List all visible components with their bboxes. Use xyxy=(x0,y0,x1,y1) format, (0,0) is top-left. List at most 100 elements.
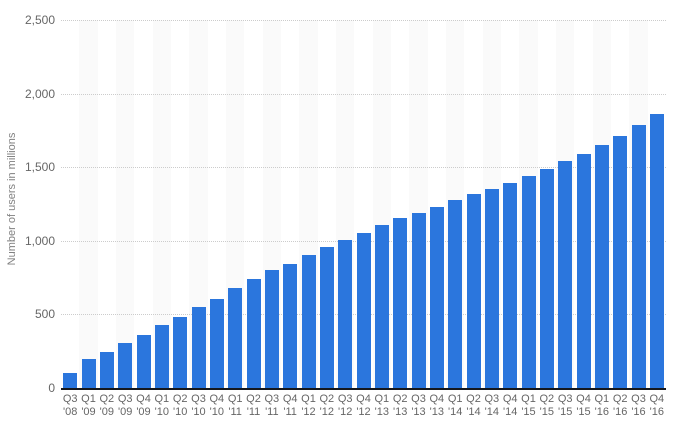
x-label-quarter: Q1 xyxy=(594,393,610,405)
x-axis-line xyxy=(61,388,666,390)
x-label-year: '14 xyxy=(502,406,518,418)
x-label-quarter: Q1 xyxy=(521,393,536,405)
chart-bar-Q2-10 xyxy=(173,317,188,388)
x-label-year: '09 xyxy=(117,406,133,418)
chart-bar-Q1-12 xyxy=(301,255,316,388)
x-axis-label-Q1-11: Q1'11 xyxy=(220,393,250,419)
chart-bar-Q3-13 xyxy=(411,212,426,388)
background-stripe xyxy=(79,20,98,388)
x-axis-label-Q3-09: Q3'09 xyxy=(110,393,140,419)
x-label-quarter: Q4 xyxy=(649,393,665,405)
x-label-quarter: Q4 xyxy=(429,393,445,405)
x-label-year: '14 xyxy=(484,406,499,418)
x-label-year: '13 xyxy=(429,406,444,418)
x-label-year: '10 xyxy=(209,406,224,418)
chart-bar-Q3-12 xyxy=(338,239,353,388)
background-stripe xyxy=(116,20,135,388)
x-label-year: '14 xyxy=(466,406,481,418)
chart-bar-Q1-10 xyxy=(154,324,169,388)
x-axis-label-Q2-14: Q2'14 xyxy=(459,393,489,419)
x-label-year: '11 xyxy=(265,406,279,418)
chart-bar-Q2-15 xyxy=(539,168,554,388)
y-tick-label-0: 0 xyxy=(48,381,55,395)
x-axis-label-Q2-12: Q2'12 xyxy=(312,393,342,419)
y-tick-label-2000: 2,000 xyxy=(24,86,55,101)
x-axis-label-Q2-16: Q2'16 xyxy=(605,393,635,419)
chart-bar-Q3-14 xyxy=(484,189,499,388)
chart-bar-Q2-16 xyxy=(613,136,628,388)
x-label-quarter: Q1 xyxy=(154,393,170,405)
x-label-year: '12 xyxy=(319,406,334,418)
x-label-quarter: Q3 xyxy=(411,393,426,405)
y-tick-label-1000: 1,000 xyxy=(24,233,55,248)
x-label-quarter: Q4 xyxy=(356,393,371,405)
background-stripe xyxy=(152,20,171,388)
x-axis-label-Q3-12: Q3'12 xyxy=(330,393,360,419)
x-label-year: '16 xyxy=(631,406,646,418)
x-label-quarter: Q2 xyxy=(539,393,555,405)
x-axis-label-Q4-09: Q4'09 xyxy=(129,393,159,419)
x-label-year: '11 xyxy=(228,406,242,418)
x-label-quarter: Q4 xyxy=(136,393,151,405)
x-label-year: '13 xyxy=(411,406,426,418)
x-label-quarter: Q2 xyxy=(246,393,261,405)
x-label-quarter: Q1 xyxy=(81,393,96,405)
x-label-year: '10 xyxy=(172,406,188,418)
x-label-year: '14 xyxy=(447,406,463,418)
x-label-quarter: Q1 xyxy=(374,393,390,405)
x-axis-label-Q2-11: Q2'11 xyxy=(239,393,269,419)
x-label-quarter: Q1 xyxy=(301,393,316,405)
x-axis-label-Q4-12: Q4'12 xyxy=(349,393,379,419)
chart-bar-Q4-11 xyxy=(283,263,298,388)
chart-bar-Q1-16 xyxy=(594,144,609,388)
x-axis-label-Q2-10: Q2'10 xyxy=(165,393,195,419)
x-label-year: '16 xyxy=(594,406,609,418)
x-label-quarter: Q3 xyxy=(484,393,500,405)
chart-bar-Q3-10 xyxy=(191,307,206,388)
x-axis-label-Q4-13: Q4'13 xyxy=(422,393,452,419)
chart-bar-Q4-12 xyxy=(356,232,371,388)
x-label-year: '12 xyxy=(337,406,353,418)
chart-bar-Q2-12 xyxy=(319,247,334,388)
x-label-quarter: Q3 xyxy=(191,393,206,405)
x-axis-label-Q3-13: Q3'13 xyxy=(404,393,434,419)
x-label-quarter: Q4 xyxy=(209,393,225,405)
x-label-quarter: Q2 xyxy=(612,393,628,405)
chart-bar-Q1-14 xyxy=(448,200,463,388)
chart-bar-Q3-11 xyxy=(264,270,279,388)
gridline-1500 xyxy=(61,167,666,169)
x-axis-label-Q1-14: Q1'14 xyxy=(440,393,470,419)
x-axis-label-Q1-15: Q1'15 xyxy=(514,393,544,419)
x-label-quarter: Q4 xyxy=(282,393,298,405)
chart-bar-Q4-16 xyxy=(649,114,664,388)
x-axis-label-Q2-15: Q2'15 xyxy=(532,393,562,419)
x-label-quarter: Q2 xyxy=(466,393,481,405)
chart-bar-Q3-16 xyxy=(631,124,646,388)
x-axis-label-Q1-09: Q1'09 xyxy=(74,393,104,419)
x-label-quarter: Q2 xyxy=(172,393,188,405)
gridline-2500 xyxy=(61,20,666,21)
x-label-year: '15 xyxy=(557,406,573,418)
x-axis-label-Q3-14: Q3'14 xyxy=(477,393,507,419)
x-label-quarter: Q3 xyxy=(337,393,353,405)
x-axis-label-Q3-15: Q3'15 xyxy=(550,393,580,419)
x-axis-label-Q4-10: Q4'10 xyxy=(202,393,232,419)
x-label-quarter: Q4 xyxy=(502,393,518,405)
x-label-year: '13 xyxy=(392,406,408,418)
x-label-quarter: Q3 xyxy=(557,393,573,405)
x-axis-label-Q1-13: Q1'13 xyxy=(367,393,397,419)
x-axis-label-Q4-15: Q4'15 xyxy=(569,393,599,419)
x-label-year: '10 xyxy=(191,406,206,418)
x-label-quarter: Q2 xyxy=(319,393,335,405)
x-label-year: '16 xyxy=(612,406,628,418)
x-label-year: '15 xyxy=(539,406,554,418)
y-tick-label-500: 500 xyxy=(34,307,55,322)
chart-bar-Q1-13 xyxy=(374,224,389,388)
x-label-quarter: Q3 xyxy=(264,393,280,405)
x-label-year: '15 xyxy=(576,406,591,418)
x-axis-label-Q1-16: Q1'16 xyxy=(587,393,617,419)
x-axis-label-Q3-11: Q3'11 xyxy=(257,393,287,419)
x-axis-label-Q4-14: Q4'14 xyxy=(495,393,525,419)
x-axis-label-Q4-16: Q4'16 xyxy=(642,393,672,419)
x-axis-label-Q3-08: Q3'08 xyxy=(55,393,85,419)
